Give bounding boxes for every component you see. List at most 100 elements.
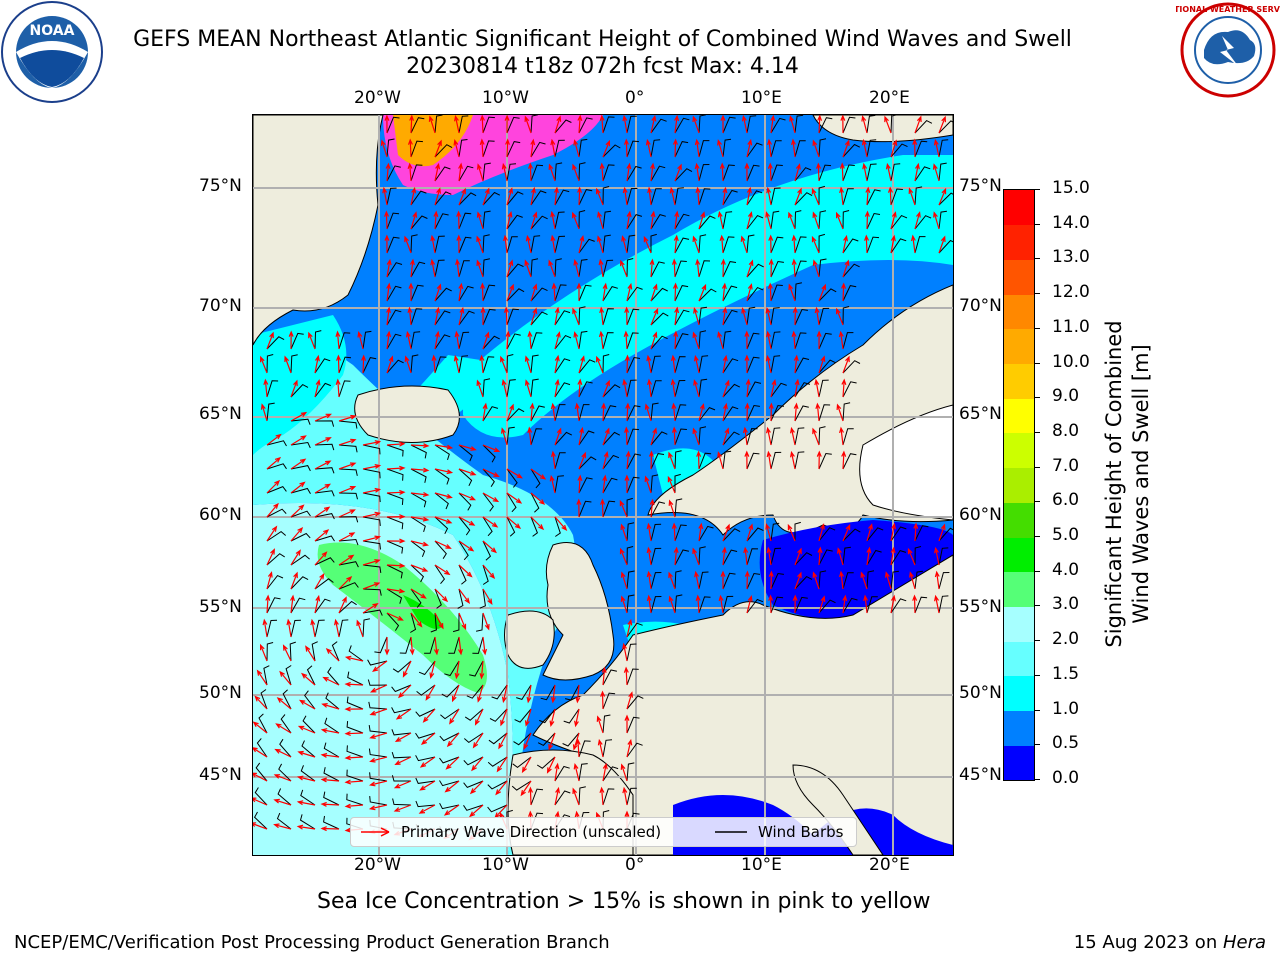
wave-direction-arrow <box>768 570 774 590</box>
wind-barb <box>415 732 436 739</box>
wind-barb <box>746 548 759 566</box>
wave-direction-arrow <box>386 465 406 471</box>
wave-direction-arrow <box>692 235 700 254</box>
wave-direction-arrow <box>356 619 364 638</box>
wave-direction-arrow <box>668 499 676 518</box>
wind-barb <box>457 588 464 609</box>
colorbar-segment <box>1004 641 1034 677</box>
wave-direction-arrow <box>469 804 484 818</box>
wind-barb <box>842 238 859 254</box>
colorbar-tick-label: 1.5 <box>1052 663 1080 684</box>
wind-barbs-layer <box>253 115 953 834</box>
wind-barb <box>746 306 756 326</box>
wind-barb <box>386 516 404 530</box>
wind-barb <box>794 236 807 254</box>
wind-barb <box>338 356 352 374</box>
wind-barb <box>794 357 810 374</box>
wave-direction-arrow <box>482 564 496 580</box>
nws-logo-ring-text: NATIONAL WEATHER SERVICE <box>1176 5 1280 14</box>
wave-direction-arrow <box>766 186 772 206</box>
wind-barb <box>466 684 484 699</box>
wind-barb <box>506 333 521 350</box>
wave-direction-arrow <box>407 306 413 326</box>
lat-tick-right: 45°N <box>959 765 1002 785</box>
colorbar-segment <box>1004 190 1034 226</box>
wave-direction-arrow <box>574 402 580 422</box>
colorbar-tick-label: 3.0 <box>1052 594 1080 615</box>
wind-barb <box>626 762 635 782</box>
wind-barb <box>554 404 566 422</box>
wave-direction-arrow <box>386 514 406 520</box>
wave-direction-arrow <box>744 570 750 590</box>
wind-barb <box>362 588 382 596</box>
wave-direction-arrow <box>746 283 753 302</box>
colorbar-tick-label: 15.0 <box>1052 178 1090 198</box>
wave-direction-arrow <box>260 355 268 374</box>
wave-direction-arrow <box>669 186 676 206</box>
wind-barb <box>698 525 714 542</box>
wind-barb <box>386 309 402 326</box>
wave-direction-arrow <box>768 594 774 614</box>
wind-barb <box>410 468 427 483</box>
colorbar-tick <box>1034 640 1040 642</box>
wave-direction-arrow <box>276 697 292 710</box>
wave-direction-arrow <box>721 546 727 566</box>
wave-direction-arrow <box>506 211 513 230</box>
wind-barb <box>434 115 443 134</box>
wind-barb <box>399 636 412 654</box>
wave-direction-arrow <box>626 691 633 710</box>
wind-barb <box>386 540 404 554</box>
wind-barb <box>554 382 571 398</box>
wave-direction-arrow <box>495 780 508 796</box>
wave-direction-arrow <box>626 282 633 302</box>
wave-direction-arrow <box>325 648 340 662</box>
wave-direction-arrow <box>890 139 898 158</box>
wave-direction-arrow <box>650 427 657 446</box>
wave-direction-arrow <box>410 186 417 206</box>
wind-barb <box>516 684 532 700</box>
wind-barb <box>626 546 634 566</box>
wave-direction-arrow <box>674 163 682 182</box>
wind-barb <box>866 549 882 566</box>
wave-direction-arrow <box>336 354 342 374</box>
wind-barb <box>487 780 508 790</box>
wave-direction-arrow <box>482 492 500 503</box>
wave-direction-arrow <box>621 235 628 254</box>
wave-direction-arrow <box>482 540 497 554</box>
wind-barb <box>482 468 495 487</box>
wind-barb <box>452 612 460 633</box>
wave-direction-arrow <box>408 282 414 301</box>
wind-barb <box>650 402 659 422</box>
wave-direction-arrow <box>554 762 560 782</box>
wave-direction-arrow <box>273 798 292 806</box>
wind-barb <box>346 745 364 758</box>
wind-barb <box>386 212 400 230</box>
wave-direction-arrow <box>600 498 606 518</box>
wave-direction-arrow <box>890 234 896 254</box>
wave-direction-arrow <box>498 732 508 750</box>
wave-direction-arrow <box>839 570 845 590</box>
wind-barb <box>722 406 739 422</box>
wave-direction-arrow <box>576 498 582 518</box>
wave-direction-arrow <box>692 115 700 134</box>
wind-barb <box>290 554 310 566</box>
wave-direction-arrow <box>429 660 436 679</box>
sea-baltic <box>759 520 953 619</box>
colorbar-title-line1: Significant Height of Combined <box>1102 320 1126 648</box>
colorbar-tick-label: 12.0 <box>1052 282 1090 303</box>
wave-direction-arrow <box>553 186 559 206</box>
wind-barb <box>416 684 436 696</box>
wave-direction-arrow <box>500 355 508 374</box>
wave-direction-arrow <box>320 752 340 758</box>
wave-direction-arrow <box>692 547 700 566</box>
wave-direction-arrow <box>455 258 461 278</box>
wave-direction-arrow <box>386 441 406 447</box>
wind-barb <box>818 138 827 158</box>
wave-direction-arrow <box>765 354 772 374</box>
wave-direction-arrow <box>386 306 391 326</box>
wind-barb <box>338 444 358 453</box>
wind-barb <box>410 215 428 230</box>
wind-barb <box>506 288 525 302</box>
wave-direction-arrow <box>818 595 826 614</box>
wave-direction-legend-icon <box>361 827 390 837</box>
